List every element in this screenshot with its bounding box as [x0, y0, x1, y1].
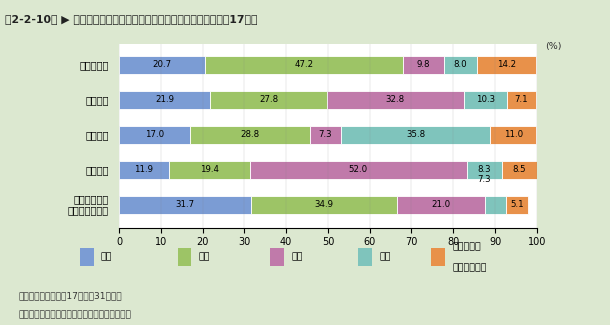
- Bar: [397, 196, 485, 214]
- Text: 10.3: 10.3: [476, 95, 495, 104]
- Text: 第2-2-10図 ▶ 非営利団体・公的機関の研究者の専門別構成比（平成17年）: 第2-2-10図 ▶ 非営利団体・公的機関の研究者の専門別構成比（平成17年）: [5, 14, 257, 24]
- Text: 17.0: 17.0: [145, 130, 164, 139]
- FancyBboxPatch shape: [270, 248, 284, 266]
- Text: 8.0: 8.0: [453, 60, 467, 69]
- Bar: [485, 196, 506, 214]
- Text: 人文・社会: 人文・社会: [452, 243, 481, 252]
- FancyBboxPatch shape: [178, 248, 191, 266]
- Bar: [119, 196, 251, 214]
- Text: 5.1: 5.1: [510, 200, 524, 209]
- Text: 農学: 農学: [291, 252, 303, 261]
- Bar: [341, 126, 490, 144]
- Text: 11.0: 11.0: [504, 130, 523, 139]
- Text: 9.8: 9.8: [417, 60, 430, 69]
- Bar: [119, 56, 206, 74]
- Text: 資料：総務省統計局「科学技術研究調査報告」: 資料：総務省統計局「科学技術研究調査報告」: [18, 310, 131, 319]
- Text: 52.0: 52.0: [349, 165, 368, 174]
- Bar: [507, 91, 536, 109]
- Text: 27.8: 27.8: [259, 95, 278, 104]
- Text: 注）研究者数は平成17年３月31日現在: 注）研究者数は平成17年３月31日現在: [18, 291, 122, 300]
- FancyBboxPatch shape: [358, 248, 371, 266]
- Text: 理学: 理学: [101, 252, 112, 261]
- Text: 34.9: 34.9: [315, 200, 334, 209]
- Bar: [190, 126, 310, 144]
- Text: 工学: 工学: [198, 252, 210, 261]
- Bar: [251, 196, 397, 214]
- Bar: [490, 126, 536, 144]
- Bar: [119, 161, 169, 179]
- Bar: [464, 91, 507, 109]
- Text: 35.8: 35.8: [406, 130, 425, 139]
- Bar: [467, 161, 501, 179]
- Text: 8.3: 8.3: [478, 165, 491, 174]
- Text: 保健: 保健: [379, 252, 390, 261]
- Text: 19.4: 19.4: [199, 165, 219, 174]
- Bar: [119, 126, 190, 144]
- Bar: [310, 126, 341, 144]
- Bar: [249, 161, 467, 179]
- Text: 7.3: 7.3: [478, 175, 491, 184]
- Text: (%): (%): [545, 42, 562, 51]
- Text: 8.5: 8.5: [512, 165, 526, 174]
- Text: 20.7: 20.7: [152, 60, 172, 69]
- Bar: [119, 91, 210, 109]
- Text: 21.0: 21.0: [431, 200, 451, 209]
- Bar: [169, 161, 249, 179]
- Text: 7.3: 7.3: [319, 130, 332, 139]
- Text: 21.9: 21.9: [155, 95, 174, 104]
- FancyBboxPatch shape: [431, 248, 445, 266]
- Bar: [210, 91, 326, 109]
- Bar: [326, 91, 464, 109]
- Bar: [443, 56, 477, 74]
- Bar: [506, 196, 528, 214]
- Text: 7.1: 7.1: [515, 95, 528, 104]
- Text: 14.2: 14.2: [497, 60, 516, 69]
- Text: 32.8: 32.8: [386, 95, 404, 104]
- Bar: [206, 56, 403, 74]
- Bar: [477, 56, 536, 74]
- FancyBboxPatch shape: [80, 248, 93, 266]
- Text: 31.7: 31.7: [176, 200, 195, 209]
- Text: 科学・その他: 科学・その他: [452, 264, 487, 272]
- Text: 28.8: 28.8: [240, 130, 260, 139]
- Text: 11.9: 11.9: [134, 165, 153, 174]
- Bar: [403, 56, 443, 74]
- Text: 47.2: 47.2: [295, 60, 314, 69]
- Bar: [501, 161, 537, 179]
